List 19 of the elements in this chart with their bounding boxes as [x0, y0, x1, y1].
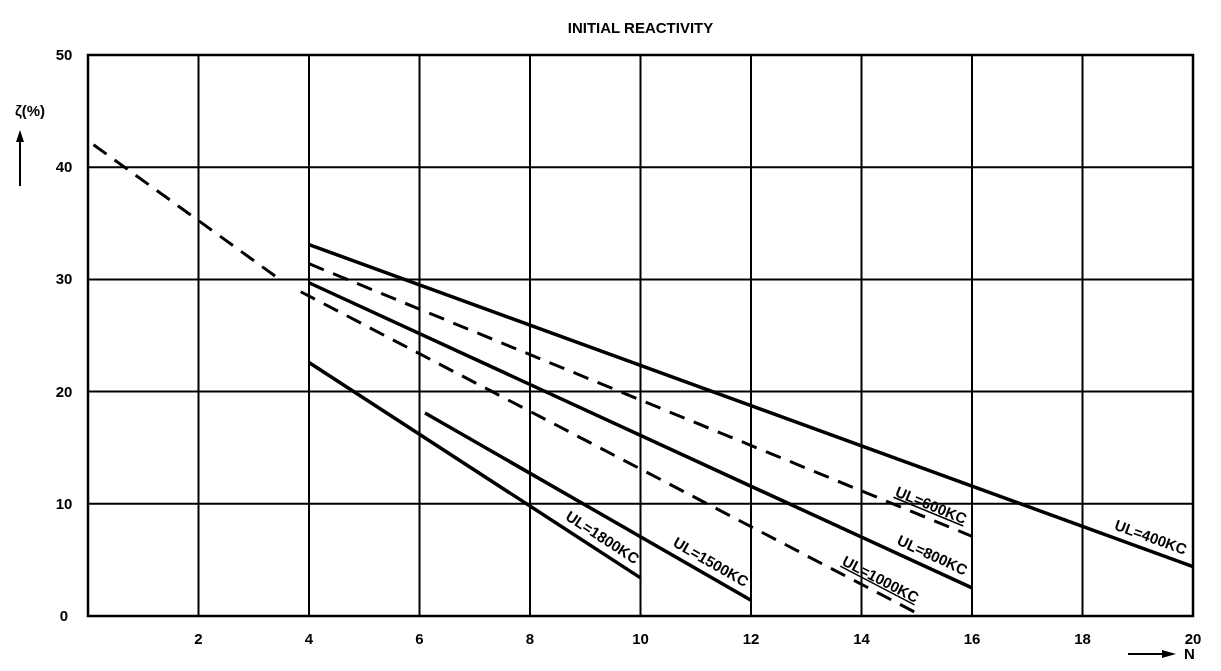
x-axis-title: N	[1184, 645, 1195, 662]
x-tick-label: 18	[1074, 630, 1091, 647]
y-tick-label: 50	[55, 46, 73, 63]
y-axis-title: ζ(%)	[14, 102, 46, 119]
y-tick-label: 30	[55, 270, 73, 288]
x-tick-label: 8	[525, 630, 535, 647]
x-tick-label: 4	[304, 630, 314, 647]
x-tick-label: 12	[742, 630, 760, 647]
x-tick-label: 2	[194, 630, 203, 647]
y-tick-label: 20	[55, 382, 73, 400]
x-tick-label: 20	[1184, 630, 1202, 647]
x-tick-label: 16	[963, 630, 981, 647]
x-tick-label: 10	[632, 630, 649, 647]
y-tick-label: 10	[55, 494, 73, 512]
x-tick-label: 14	[853, 630, 871, 647]
chart-title: INITIAL REACTIVITY	[567, 19, 714, 36]
x-tick-label: 6	[415, 630, 424, 647]
y-tick-label: 0	[59, 607, 69, 624]
y-tick-label: 40	[55, 158, 73, 176]
